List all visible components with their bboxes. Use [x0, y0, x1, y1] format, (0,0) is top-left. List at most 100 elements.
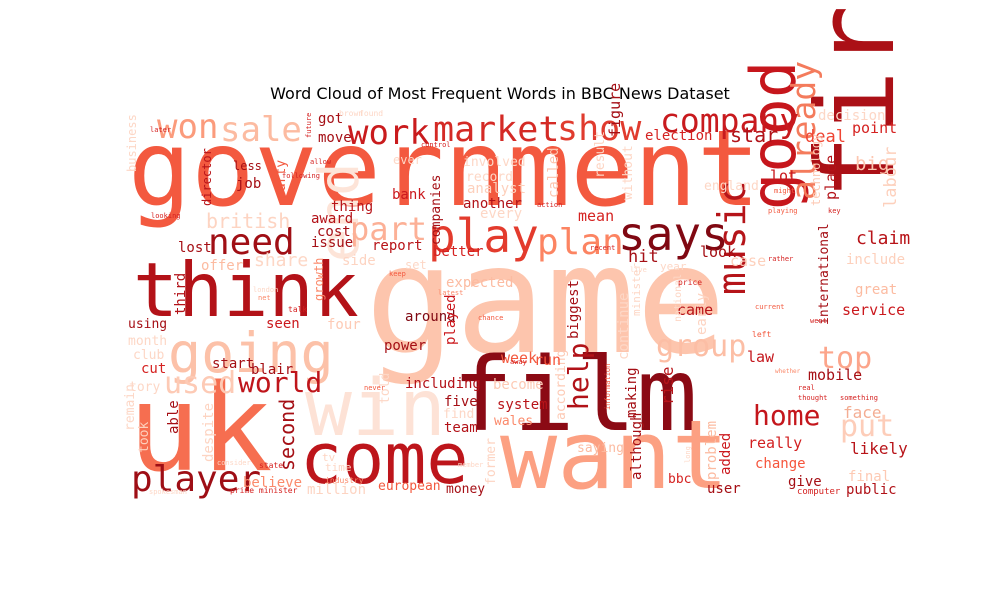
word-companies: companies: [429, 175, 444, 245]
word-star: star: [730, 123, 778, 147]
word-likely: likely: [850, 439, 908, 458]
word-computer: computer: [797, 487, 841, 497]
word-problem: problem: [704, 421, 720, 480]
word-wales: wales: [494, 414, 533, 429]
word-offer: offer: [201, 258, 243, 274]
word-without: without: [621, 145, 636, 200]
word-party: party: [274, 160, 289, 199]
word-less: less: [233, 159, 262, 173]
word-took: took: [137, 422, 152, 453]
word-point: point: [852, 119, 897, 137]
word-long: long: [684, 446, 692, 463]
word-international: international: [817, 223, 832, 325]
word-saying: saying: [577, 441, 624, 456]
word-real: real: [798, 384, 815, 392]
word-chance: chance: [478, 314, 503, 322]
word-sale: sale: [220, 110, 302, 150]
word-law: law: [747, 348, 775, 366]
word-work: work: [348, 113, 430, 153]
word-including: including: [405, 376, 481, 392]
word-place: place: [822, 155, 840, 200]
word-week: week: [501, 349, 537, 367]
word-part: part: [350, 210, 427, 248]
word-member: member: [458, 461, 483, 469]
word-player: player: [131, 459, 261, 500]
word-early: early: [694, 293, 710, 335]
word-continue: continue: [616, 293, 632, 360]
word-rather: rather: [768, 255, 793, 263]
word-show: show: [557, 109, 642, 149]
word-result: result: [593, 131, 608, 178]
word-according: according: [554, 350, 569, 420]
word-good: good: [737, 61, 810, 210]
chart-title: Word Cloud of Most Frequent Words in BBC…: [270, 84, 730, 103]
word-issue: issue: [311, 235, 353, 251]
word-million: million: [307, 482, 366, 498]
word-remain: remain: [123, 384, 138, 431]
word-come: come: [300, 418, 469, 500]
word-blair: blair: [251, 362, 293, 378]
word-four: four: [327, 317, 361, 333]
word-brown: brown: [339, 109, 363, 118]
word-system: system: [497, 397, 548, 413]
word-ever: ever: [393, 153, 422, 167]
word-world: world: [238, 366, 322, 399]
word-making: making: [624, 367, 640, 418]
word-tv: tv: [322, 451, 336, 464]
word-told: told: [378, 373, 393, 404]
word-used: used: [164, 366, 236, 401]
word-bbc: bbc: [668, 472, 691, 487]
word-called: called: [546, 147, 562, 198]
word-service: service: [842, 301, 905, 319]
word-share: share: [254, 250, 308, 271]
word-give: give: [788, 474, 822, 490]
word-report: report: [372, 238, 423, 254]
word-consider: consider: [217, 459, 251, 467]
word-believe: believe: [243, 475, 302, 491]
word-film: film: [452, 336, 698, 455]
word-every: every: [480, 206, 522, 222]
word-got: got: [318, 111, 343, 127]
word-technology: technology: [809, 134, 823, 206]
word-minister: minister: [630, 263, 643, 316]
word-involved: involved: [463, 155, 526, 170]
word-award: award: [311, 211, 353, 227]
word-expected: expected: [446, 275, 513, 291]
word-need: need: [208, 222, 295, 263]
word-move: move: [318, 130, 352, 146]
word-rise: rise: [658, 366, 677, 405]
word-mean: mean: [578, 207, 614, 225]
word-came: came: [677, 301, 713, 319]
word-growth: growth: [312, 258, 326, 301]
word-decision: decision: [818, 108, 885, 124]
word-british: british: [206, 209, 290, 233]
word-set: set: [405, 258, 427, 272]
word-game: game: [365, 214, 726, 388]
word-although: although: [629, 413, 645, 480]
word-future: future: [305, 113, 313, 138]
word-allow: allow: [310, 158, 332, 166]
word-month: month: [128, 334, 167, 349]
word-put: put: [840, 409, 894, 444]
word-using: using: [128, 317, 167, 332]
word-analyst: analyst: [467, 181, 526, 197]
word-going: going: [168, 321, 334, 385]
word-net: net: [258, 294, 271, 302]
word-added: added: [718, 433, 734, 475]
word-away: away: [510, 358, 527, 366]
word-really: really: [748, 434, 802, 452]
word-biggest: biggest: [566, 280, 582, 339]
word-face: face: [843, 403, 882, 422]
word-time: time: [325, 461, 352, 474]
word-money: money: [446, 482, 485, 497]
word-keep: keep: [389, 270, 406, 278]
word-mobile: mobile: [808, 366, 862, 384]
word-former: former: [484, 438, 499, 485]
word-found: found: [359, 109, 383, 118]
word-industry: industry: [325, 476, 364, 485]
word-current: current: [755, 303, 785, 311]
word-play: play: [428, 209, 539, 263]
word-england: england: [704, 179, 759, 194]
word-control: control: [421, 141, 451, 149]
